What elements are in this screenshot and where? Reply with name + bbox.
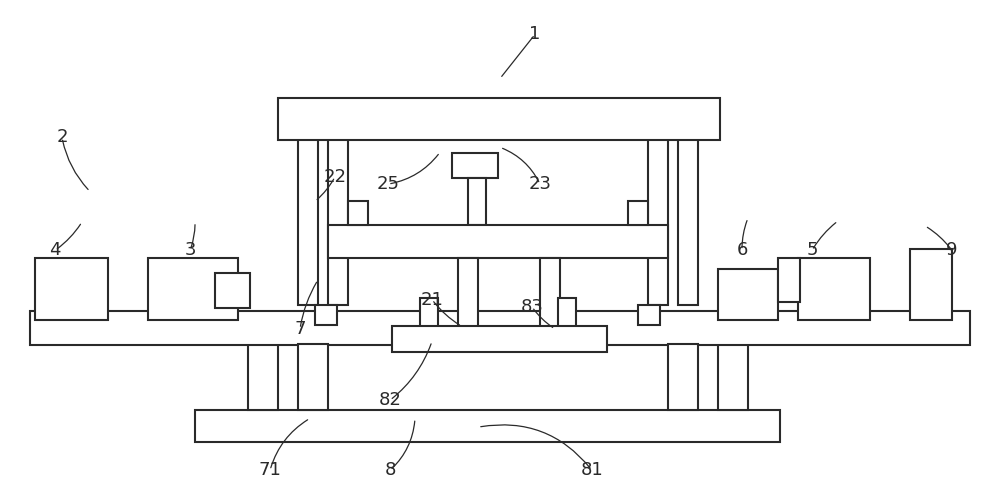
Bar	[35, 258, 108, 320]
Bar	[718, 341, 748, 410]
Text: 6: 6	[736, 242, 748, 259]
Bar	[298, 344, 328, 410]
Text: 71: 71	[259, 462, 281, 479]
Bar	[348, 201, 368, 225]
Bar	[328, 225, 668, 258]
Bar	[452, 153, 498, 178]
Bar	[638, 305, 660, 325]
Bar	[718, 269, 778, 320]
Bar	[30, 311, 970, 345]
Bar	[678, 119, 698, 305]
Bar	[910, 249, 952, 320]
Text: 1: 1	[529, 26, 541, 43]
Text: 3: 3	[184, 242, 196, 259]
Bar	[558, 298, 576, 328]
Bar	[195, 410, 780, 442]
Text: 83: 83	[521, 298, 543, 316]
Bar	[778, 258, 800, 302]
Bar	[628, 201, 648, 225]
Bar	[148, 258, 238, 320]
Text: 4: 4	[49, 242, 61, 259]
Text: 81: 81	[581, 462, 603, 479]
Text: 23: 23	[528, 175, 552, 193]
Bar	[468, 178, 486, 225]
Bar	[540, 258, 560, 328]
Bar	[315, 305, 337, 325]
Bar	[458, 258, 478, 328]
Text: 82: 82	[379, 391, 401, 409]
Text: 5: 5	[806, 242, 818, 259]
Bar	[298, 119, 318, 305]
Text: 9: 9	[946, 242, 958, 259]
Text: 21: 21	[421, 291, 443, 308]
Text: 7: 7	[294, 320, 306, 338]
Bar	[420, 298, 438, 328]
Bar	[215, 273, 250, 308]
Text: 8: 8	[384, 462, 396, 479]
Bar	[798, 258, 870, 320]
Bar	[668, 344, 698, 410]
Bar	[278, 98, 720, 140]
Bar	[392, 326, 607, 352]
Text: 25: 25	[376, 175, 400, 193]
Text: 2: 2	[56, 129, 68, 146]
Bar	[328, 119, 348, 305]
Bar	[248, 341, 278, 410]
Bar	[648, 119, 668, 305]
Text: 22: 22	[324, 168, 347, 186]
